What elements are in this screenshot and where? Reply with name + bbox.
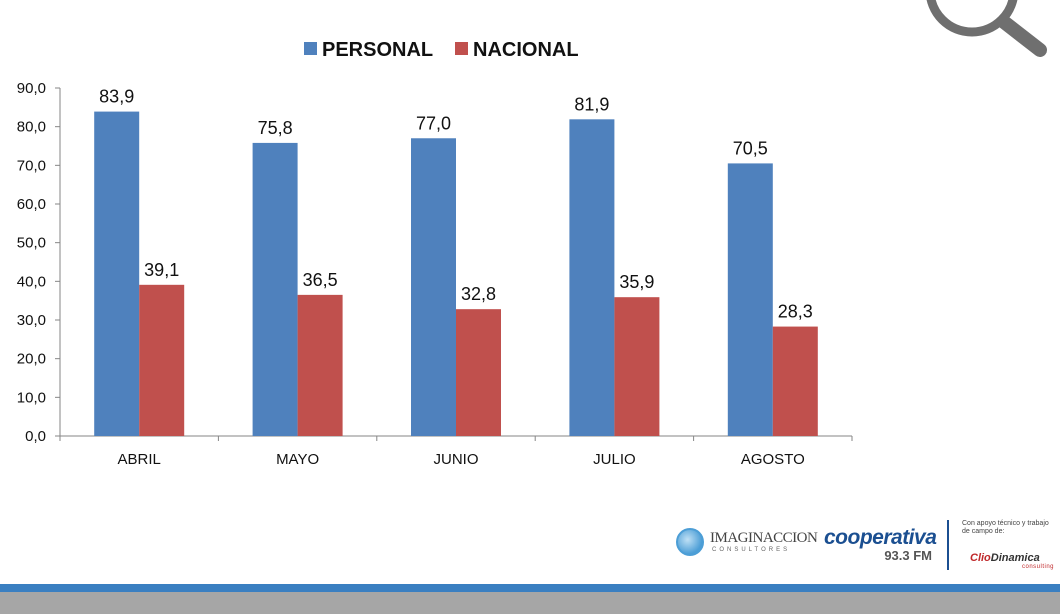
bar-nacional: [297, 294, 343, 436]
cliodinamica-sub: consulting: [1022, 564, 1055, 570]
globe-icon: [676, 528, 704, 556]
x-tick-label: MAYO: [276, 451, 319, 468]
footer-band-blue: [0, 584, 1060, 592]
data-label-personal: 81,9: [574, 94, 609, 114]
legend-swatch-nacional: [455, 42, 468, 55]
support-text: Con apoyo técnico y trabajo de campo de:: [962, 520, 1049, 535]
y-tick-label: 90,0: [17, 80, 46, 97]
cooperativa-freq: 93.3 FM: [884, 548, 932, 563]
y-tick-label: 30,0: [17, 312, 46, 329]
x-tick-label: JULIO: [593, 451, 636, 468]
clio-name-a: Clio: [970, 552, 991, 564]
support-credit: Con apoyo técnico y trabajo de campo de:…: [962, 520, 1058, 572]
imaginaccion-name: IMAGINACCION: [710, 530, 818, 546]
cliodinamica-logo: ClioDinamica: [970, 552, 1040, 564]
cooperativa-name: cooperativa: [824, 526, 937, 549]
clio-name-b: Dinamica: [990, 552, 1040, 564]
y-tick-label: 70,0: [17, 157, 46, 174]
imaginaccion-logo: IMAGINACCION CONSULTORES: [676, 526, 818, 562]
legend-label-personal: PERSONAL: [322, 39, 433, 61]
data-label-nacional: 35,9: [619, 272, 654, 292]
data-label-nacional: 36,5: [303, 270, 338, 290]
bar-nacional: [772, 326, 818, 436]
bar-personal: [94, 111, 140, 436]
bar-nacional: [139, 284, 185, 436]
bar-nacional: [614, 297, 660, 436]
data-label-personal: 70,5: [733, 138, 768, 158]
imaginaccion-sub: CONSULTORES: [712, 547, 791, 553]
bar-personal: [569, 119, 615, 436]
footer-band-gray: [0, 592, 1060, 614]
x-tick-label: AGOSTO: [741, 451, 805, 468]
bar-personal: [411, 138, 456, 436]
y-tick-label: 10,0: [17, 389, 46, 406]
data-label-nacional: 28,3: [778, 302, 813, 322]
magnifier-icon: [926, 0, 1047, 57]
x-tick-label: ABRIL: [118, 451, 161, 468]
y-tick-label: 0,0: [25, 428, 46, 445]
data-label-personal: 75,8: [258, 118, 293, 138]
y-tick-label: 60,0: [17, 196, 46, 213]
bar-chart: PERSONAL NACIONAL 0,0 10,0 20,0 30,0 40,0 50,0 6…: [17, 39, 853, 468]
bar-personal: [252, 142, 298, 436]
y-tick-label: 20,0: [17, 351, 46, 368]
data-label-nacional: 39,1: [144, 260, 179, 280]
y-tick-label: 80,0: [17, 119, 46, 136]
y-tick-label: 50,0: [17, 235, 46, 252]
bar-personal: [727, 163, 773, 436]
data-label-nacional: 32,8: [461, 284, 496, 304]
cooperativa-logo: cooperativa 93.3 FM: [824, 526, 937, 566]
y-tick-label: 40,0: [17, 273, 46, 290]
data-label-personal: 77,0: [416, 113, 451, 133]
bar-nacional: [456, 309, 501, 436]
logo-divider: [947, 520, 949, 570]
x-tick-label: JUNIO: [434, 451, 479, 468]
data-label-personal: 83,9: [99, 87, 134, 107]
legend-swatch-personal: [304, 42, 317, 55]
legend-label-nacional: NACIONAL: [473, 39, 579, 61]
